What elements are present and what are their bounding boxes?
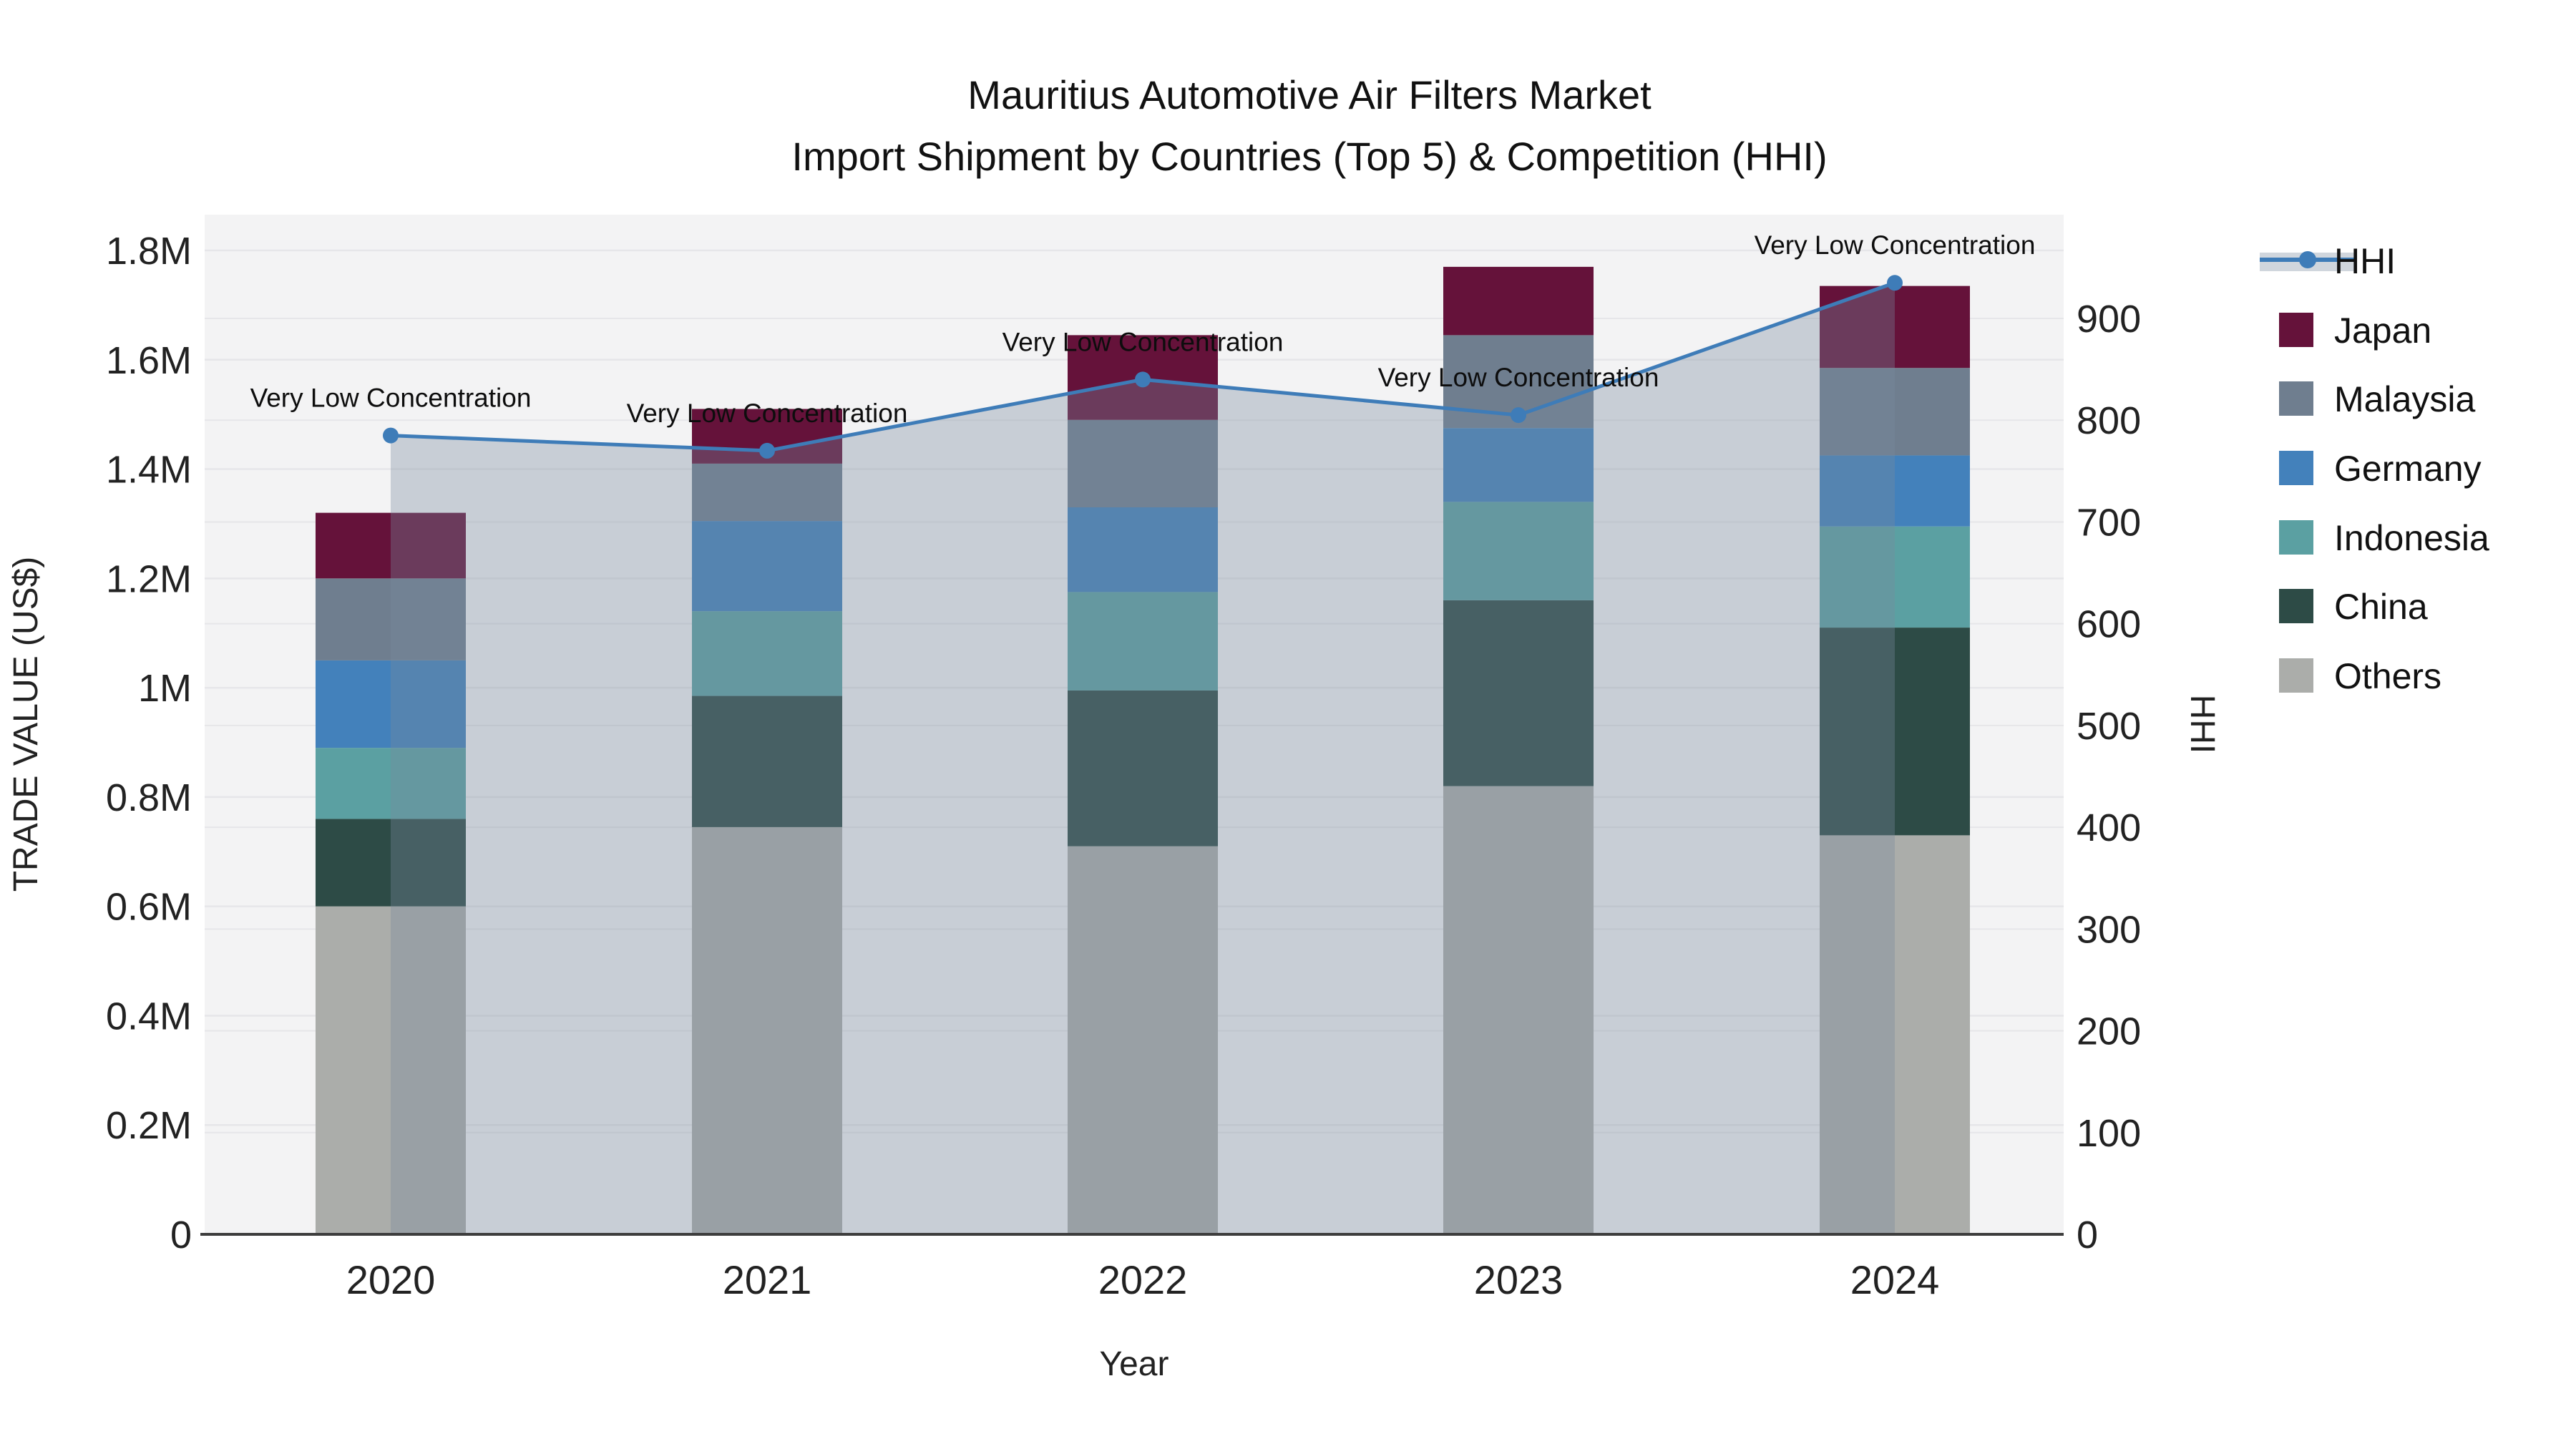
bar-segment-germany-2024 bbox=[1820, 455, 1970, 527]
bar-segment-indonesia-2021 bbox=[692, 611, 842, 696]
ytick-left-0.2M: 0.2M bbox=[106, 1104, 192, 1147]
hhi-marker-2022 bbox=[1135, 371, 1151, 388]
bar-segment-malaysia-2020 bbox=[316, 578, 466, 660]
legend-label-japan: Japan bbox=[2334, 311, 2431, 351]
bar-segment-china-2023 bbox=[1443, 600, 1594, 786]
hhi-marker-2023 bbox=[1511, 407, 1526, 424]
legend-item-germany[interactable]: Germany bbox=[2279, 449, 2482, 489]
xtick-2024: 2024 bbox=[1850, 1257, 1940, 1302]
ytick-right-400: 400 bbox=[2077, 806, 2141, 849]
bar-segment-indonesia-2023 bbox=[1443, 502, 1594, 600]
bar-segment-germany-2020 bbox=[316, 660, 466, 748]
bar-segment-indonesia-2022 bbox=[1068, 592, 1218, 691]
bar-segment-china-2021 bbox=[692, 696, 842, 827]
ytick-left-1.4M: 1.4M bbox=[106, 449, 192, 492]
ytick-left-0.8M: 0.8M bbox=[106, 776, 192, 819]
bar-segment-germany-2022 bbox=[1068, 507, 1218, 592]
ytick-right-100: 100 bbox=[2077, 1112, 2141, 1155]
ytick-left-1.6M: 1.6M bbox=[106, 339, 192, 382]
legend-swatch-japan bbox=[2279, 313, 2313, 347]
hhi-marker-2021 bbox=[759, 442, 775, 459]
ytick-right-300: 300 bbox=[2077, 908, 2141, 951]
bar-segment-others-2023 bbox=[1443, 786, 1594, 1234]
legend-label-malaysia: Malaysia bbox=[2334, 379, 2475, 419]
ytick-left-1.2M: 1.2M bbox=[106, 557, 192, 600]
legend-item-japan[interactable]: Japan bbox=[2279, 311, 2431, 351]
legend-item-hhi[interactable]: HHI bbox=[2260, 241, 2396, 281]
xtick-2023: 2023 bbox=[1474, 1257, 1563, 1302]
annotation-2024: Very Low Concentration bbox=[1755, 230, 2036, 260]
ytick-left-0.6M: 0.6M bbox=[106, 886, 192, 929]
ytick-left-1M: 1M bbox=[138, 667, 192, 710]
xtick-2021: 2021 bbox=[723, 1257, 812, 1302]
bar-segment-malaysia-2024 bbox=[1820, 368, 1970, 456]
ytick-right-600: 600 bbox=[2077, 603, 2141, 646]
legend-label-others: Others bbox=[2334, 656, 2441, 696]
ytick-left-0.4M: 0.4M bbox=[106, 995, 192, 1038]
bar-segment-others-2020 bbox=[316, 906, 466, 1234]
y-axis-title-right: HHI bbox=[2183, 695, 2221, 754]
legend-item-others[interactable]: Others bbox=[2279, 656, 2441, 696]
legend-swatch-china bbox=[2279, 589, 2313, 623]
annotation-2022: Very Low Concentration bbox=[1002, 327, 1284, 356]
bar-segment-germany-2021 bbox=[692, 521, 842, 612]
legend-item-malaysia[interactable]: Malaysia bbox=[2279, 379, 2475, 419]
bar-segment-japan-2023 bbox=[1443, 266, 1594, 336]
y-axis-title-left: TRADE VALUE (US$) bbox=[7, 557, 45, 892]
hhi-marker-2024 bbox=[1887, 275, 1903, 291]
xtick-2020: 2020 bbox=[346, 1257, 436, 1302]
legend-swatch-others bbox=[2279, 658, 2313, 693]
bar-segment-indonesia-2024 bbox=[1820, 526, 1970, 628]
annotation-2020: Very Low Concentration bbox=[250, 384, 532, 413]
bar-segment-others-2022 bbox=[1068, 846, 1218, 1234]
bar-segment-china-2022 bbox=[1068, 690, 1218, 847]
ytick-left-0: 0 bbox=[170, 1214, 192, 1257]
bar-segment-japan-2020 bbox=[316, 512, 466, 579]
legend-swatch-malaysia bbox=[2279, 381, 2313, 416]
legend-label-china: China bbox=[2334, 587, 2428, 627]
hhi-area-fill bbox=[391, 283, 1895, 1234]
ytick-right-500: 500 bbox=[2077, 705, 2141, 748]
bar-segment-malaysia-2021 bbox=[692, 463, 842, 522]
legend-label-germany: Germany bbox=[2334, 449, 2482, 489]
legend-label-indonesia: Indonesia bbox=[2334, 518, 2489, 558]
ytick-right-700: 700 bbox=[2077, 501, 2141, 544]
xtick-2022: 2022 bbox=[1098, 1257, 1188, 1302]
chart-title-line1: Mauritius Automotive Air Filters Market bbox=[967, 72, 1652, 117]
bar-segment-china-2024 bbox=[1820, 628, 1970, 836]
bar-segment-others-2021 bbox=[692, 826, 842, 1234]
legend-item-indonesia[interactable]: Indonesia bbox=[2279, 518, 2489, 558]
hhi-marker-2020 bbox=[383, 427, 399, 444]
annotation-2023: Very Low Concentration bbox=[1378, 363, 1659, 392]
bar-segment-china-2020 bbox=[316, 819, 466, 907]
annotation-2021: Very Low Concentration bbox=[627, 399, 908, 428]
ytick-right-200: 200 bbox=[2077, 1010, 2141, 1053]
ytick-left-1.8M: 1.8M bbox=[106, 230, 192, 273]
ytick-right-0: 0 bbox=[2077, 1214, 2098, 1257]
legend-hhi-marker-swatch bbox=[2299, 251, 2316, 268]
legend-swatch-indonesia bbox=[2279, 520, 2313, 555]
ytick-right-800: 800 bbox=[2077, 399, 2141, 442]
ytick-right-900: 900 bbox=[2077, 298, 2141, 341]
bar-segment-malaysia-2022 bbox=[1068, 419, 1218, 508]
bar-segment-germany-2023 bbox=[1443, 428, 1594, 502]
bar-segment-indonesia-2020 bbox=[316, 748, 466, 819]
legend-item-china[interactable]: China bbox=[2279, 587, 2428, 627]
bar-segment-others-2024 bbox=[1820, 835, 1970, 1234]
plot-layer: Very Low Concentration Very Low Concentra… bbox=[106, 215, 2141, 1302]
legend: HHI Japan Malaysia Germany Indonesia China Oth… bbox=[2260, 241, 2489, 696]
legend-swatch-germany bbox=[2279, 451, 2313, 485]
x-axis-title: Year bbox=[1100, 1345, 1169, 1383]
legend-label-hhi: HHI bbox=[2334, 241, 2396, 281]
chart-title-line2: Import Shipment by Countries (Top 5) & C… bbox=[791, 134, 1827, 179]
